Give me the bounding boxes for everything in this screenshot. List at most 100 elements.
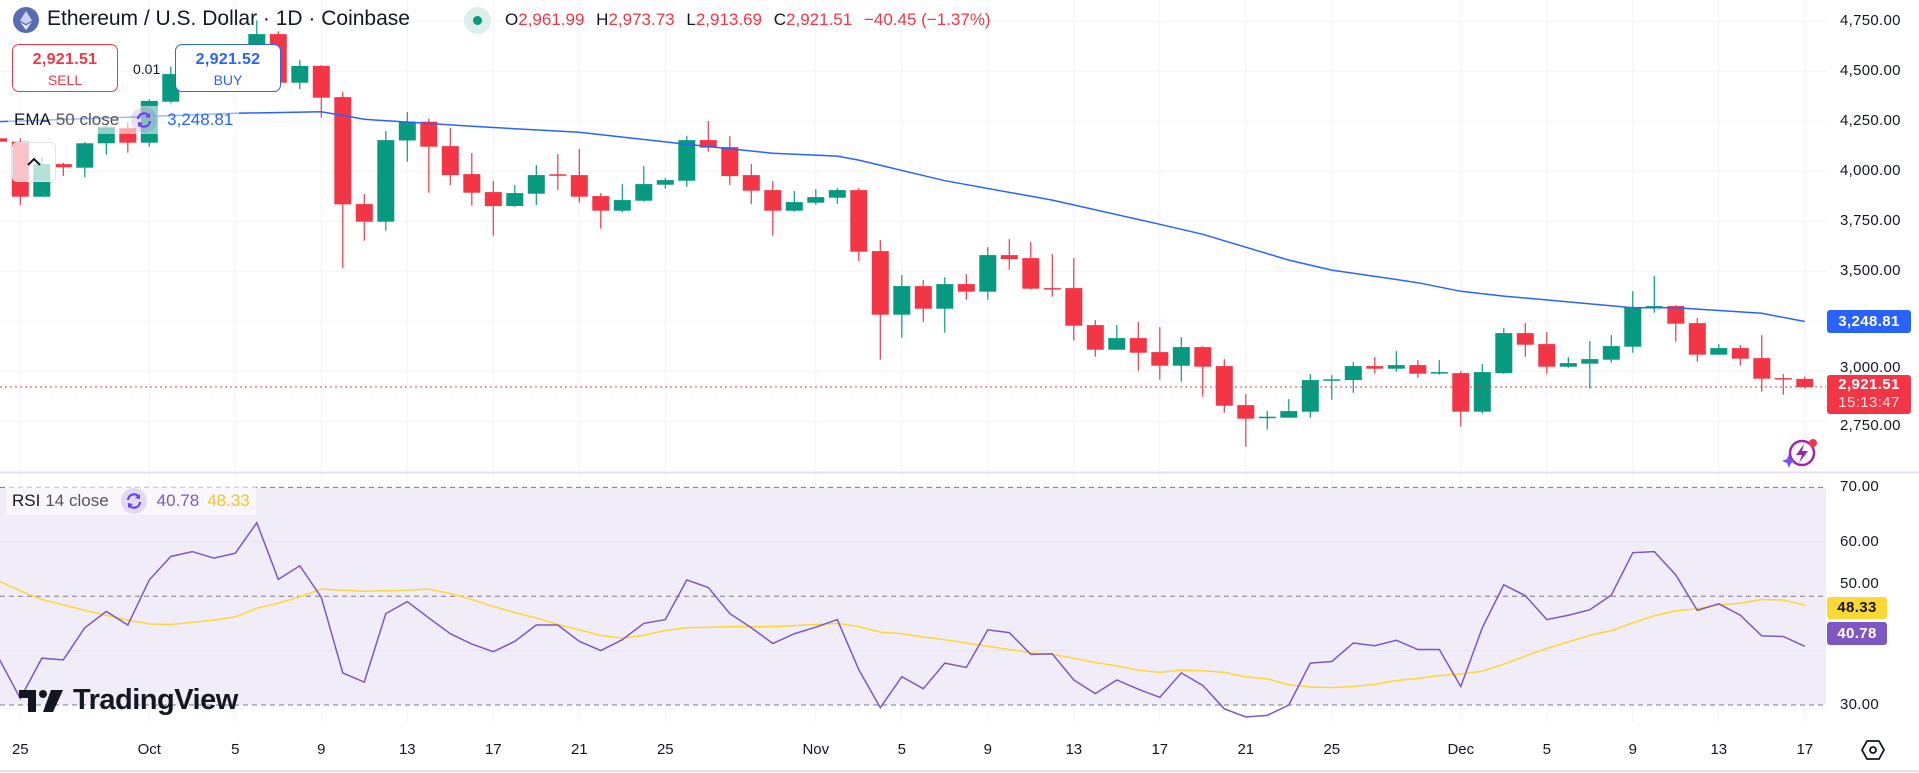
refresh-cycle-icon[interactable]: [120, 488, 147, 514]
rsi-legend[interactable]: RSI 14 close 40.78 48.33: [6, 487, 256, 515]
sell-price: 2,921.51: [32, 51, 98, 68]
candle-body: [1043, 288, 1061, 290]
candle-body: [1065, 288, 1083, 326]
candle: [1624, 291, 1642, 353]
candle-body: [1602, 346, 1620, 360]
rsi-line: [0, 521, 1806, 718]
candle-body: [54, 164, 72, 168]
candle: [936, 277, 954, 333]
candle: [1194, 346, 1212, 397]
price-tick-label: 2,750.00: [1840, 417, 1901, 435]
rsi-value-tag: 40.78: [1827, 622, 1887, 645]
candle-body: [1258, 416, 1276, 419]
time-tick-label: 21: [1237, 741, 1255, 758]
candle: [1602, 335, 1620, 363]
candle: [54, 162, 72, 177]
candle: [1667, 305, 1685, 342]
rsi-tick-label: 70.00: [1840, 478, 1880, 496]
time-tick-label: 9: [317, 741, 326, 758]
candle: [1280, 399, 1298, 418]
candle-body: [678, 140, 696, 181]
open-value: 2,961.99: [518, 10, 585, 29]
refresh-cycle-icon[interactable]: [131, 107, 158, 133]
tradingview-logo[interactable]: TradingView: [19, 684, 238, 717]
candle: [1516, 323, 1534, 357]
price-tick-label: 3,500.00: [1840, 262, 1901, 280]
time-tick-label: 9: [1628, 741, 1637, 758]
candle-body: [1688, 323, 1706, 355]
collapse-legend-button[interactable]: [12, 142, 56, 182]
price-tick-label: 4,750.00: [1840, 12, 1901, 30]
candle-body: [1129, 338, 1147, 353]
chart-settings-icon[interactable]: [1860, 739, 1886, 766]
candle: [1237, 394, 1255, 447]
candle-body: [1387, 365, 1405, 369]
candle-body: [979, 255, 997, 292]
time-tick-label: Oct: [137, 741, 161, 758]
chevron-up-icon: [27, 157, 41, 166]
time-tick-label: 13: [398, 741, 416, 758]
candle-body: [1323, 379, 1341, 381]
candle-body: [1516, 333, 1534, 345]
candle: [764, 181, 782, 236]
change-value: −40.45 (−1.37%): [863, 10, 991, 29]
candle-body: [1538, 344, 1556, 367]
candle: [1538, 332, 1556, 374]
candle: [1430, 360, 1448, 375]
candle: [355, 194, 373, 241]
high-value: 2,973.73: [608, 10, 675, 29]
quick-trade-lightning-icon[interactable]: [1781, 436, 1821, 477]
candle: [76, 142, 94, 178]
candle: [656, 178, 674, 189]
candle-body: [420, 121, 438, 147]
candle-body: [742, 175, 760, 191]
market-open-status-icon[interactable]: [464, 7, 491, 34]
candle: [1688, 318, 1706, 362]
candle: [1043, 254, 1061, 297]
sell-label: SELL: [47, 72, 83, 88]
rsi-lines: [0, 521, 1806, 718]
symbol-title[interactable]: Ethereum / U.S. Dollar · 1D · Coinbase: [47, 7, 410, 30]
candle: [1108, 325, 1126, 350]
candle: [312, 65, 330, 118]
candle-body: [570, 175, 588, 197]
rsi-ma-value: 48.33: [207, 491, 250, 510]
buy-button[interactable]: 2,921.52 BUY: [175, 44, 281, 92]
candle-body: [1452, 373, 1470, 412]
candle-body: [613, 200, 631, 211]
candle: [1151, 327, 1169, 380]
price-tick-label: 4,500.00: [1840, 62, 1901, 80]
close-value: 2,921.51: [786, 10, 853, 29]
candle-body: [463, 174, 481, 193]
ema-value: 3,248.81: [167, 110, 234, 129]
time-tick-label: 21: [570, 741, 588, 758]
candle-body: [1581, 359, 1599, 364]
buy-label: BUY: [213, 72, 243, 88]
rsi-value: 40.78: [156, 491, 200, 510]
rsi-tick-label: 30.00: [1840, 696, 1880, 713]
candle-body: [1430, 372, 1448, 374]
candle: [377, 131, 395, 231]
ema-legend[interactable]: EMA 50 close 3,248.81: [8, 106, 240, 134]
candle-body: [1022, 258, 1040, 289]
candle-body: [527, 175, 545, 194]
time-tick-label: 17: [1796, 741, 1814, 758]
candle: [850, 188, 868, 262]
candle-body: [1796, 378, 1814, 387]
candle: [1645, 276, 1663, 313]
candle: [1215, 359, 1233, 413]
candle: [1753, 335, 1771, 392]
candle-body: [635, 184, 653, 201]
candle: [527, 165, 545, 206]
time-tick-label: 17: [1151, 741, 1169, 758]
candle: [1581, 341, 1599, 389]
sell-button[interactable]: 2,921.51 SELL: [12, 44, 118, 92]
candle-body: [1473, 372, 1491, 412]
candle-body: [1753, 358, 1771, 379]
candle-body: [592, 196, 610, 211]
candle-body: [1774, 378, 1792, 380]
candle-body: [312, 65, 330, 98]
candle: [463, 153, 481, 206]
low-label: L: [686, 10, 696, 29]
